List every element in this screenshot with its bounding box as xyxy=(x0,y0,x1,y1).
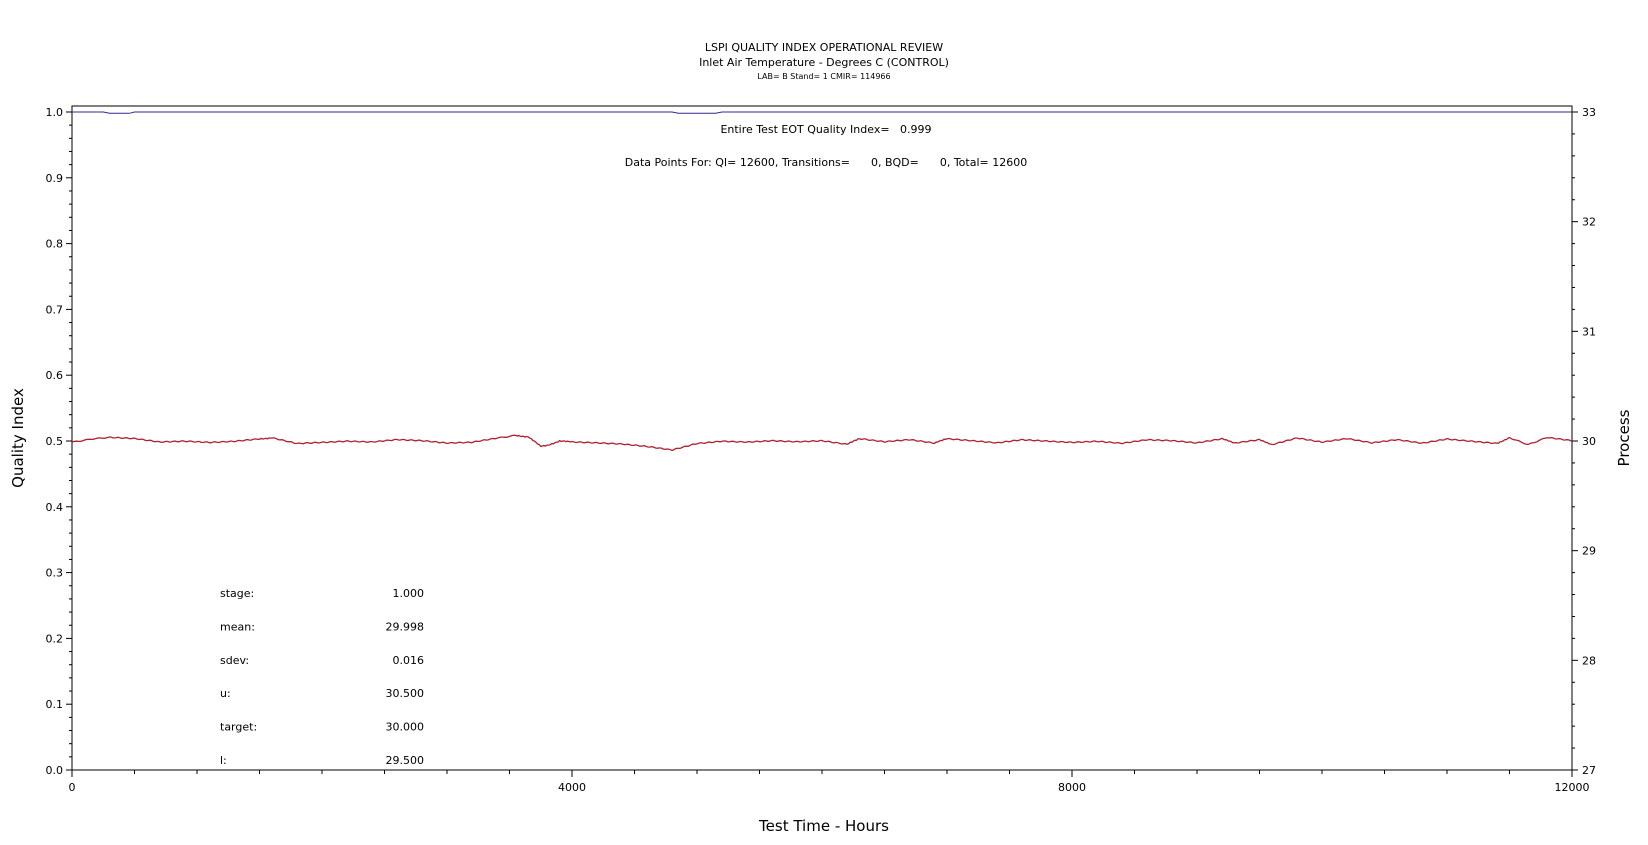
stat-value: 0.016 xyxy=(393,654,425,667)
quality-index-annotation: Entire Test EOT Quality Index= 0.999 xyxy=(720,123,931,136)
y-tick-label: 0.0 xyxy=(46,764,64,777)
stat-value: 29.998 xyxy=(386,620,425,633)
y-axis-label: Quality Index xyxy=(9,388,27,488)
x-tick-label: 12000 xyxy=(1555,781,1590,794)
y2-tick-label: 27 xyxy=(1582,764,1596,777)
process-series-line xyxy=(71,434,1573,452)
x-tick-label: 0 xyxy=(69,781,76,794)
y-tick-label: 0.6 xyxy=(46,369,64,382)
stat-label: mean: xyxy=(220,620,255,633)
y-tick-label: 0.3 xyxy=(46,567,64,580)
stat-label: sdev: xyxy=(220,654,249,667)
y-tick-label: 0.8 xyxy=(46,238,64,251)
y-tick-label: 1.0 xyxy=(46,106,64,119)
y-tick-label: 0.2 xyxy=(46,632,64,645)
y2-tick-label: 33 xyxy=(1582,106,1596,119)
stat-label: target: xyxy=(220,721,257,734)
quality-index-series-line xyxy=(72,111,1572,114)
x-tick-label: 8000 xyxy=(1058,781,1086,794)
y2-tick-label: 30 xyxy=(1582,435,1596,448)
y-tick-label: 0.7 xyxy=(46,303,64,316)
x-tick-label: 4000 xyxy=(558,781,586,794)
y2-axis-label: Process xyxy=(1615,409,1633,466)
stat-value: 29.500 xyxy=(386,754,425,767)
chart-title: LSPI QUALITY INDEX OPERATIONAL REVIEW xyxy=(705,41,943,54)
stat-value: 30.000 xyxy=(386,721,425,734)
chart-subtitle-lab: LAB= B Stand= 1 CMIR= 114966 xyxy=(757,72,890,81)
y-tick-label: 0.5 xyxy=(46,435,64,448)
stat-label: stage: xyxy=(220,587,254,600)
x-axis-label: Test Time - Hours xyxy=(758,817,889,835)
stat-label: l: xyxy=(220,754,227,767)
y2-tick-label: 31 xyxy=(1582,325,1596,338)
chart-subtitle: Inlet Air Temperature - Degrees C (CONTR… xyxy=(699,56,949,69)
stat-value: 30.500 xyxy=(386,687,425,700)
stat-label: u: xyxy=(220,687,231,700)
y2-tick-label: 29 xyxy=(1582,545,1596,558)
y-tick-label: 0.4 xyxy=(46,501,64,514)
y2-tick-label: 32 xyxy=(1582,216,1596,229)
y-tick-label: 0.9 xyxy=(46,172,64,185)
y-tick-label: 0.1 xyxy=(46,698,64,711)
data-points-annotation: Data Points For: QI= 12600, Transitions=… xyxy=(625,156,1027,169)
plot-area xyxy=(71,105,1573,771)
stat-value: 1.000 xyxy=(393,587,425,600)
y2-tick-label: 28 xyxy=(1582,654,1596,667)
